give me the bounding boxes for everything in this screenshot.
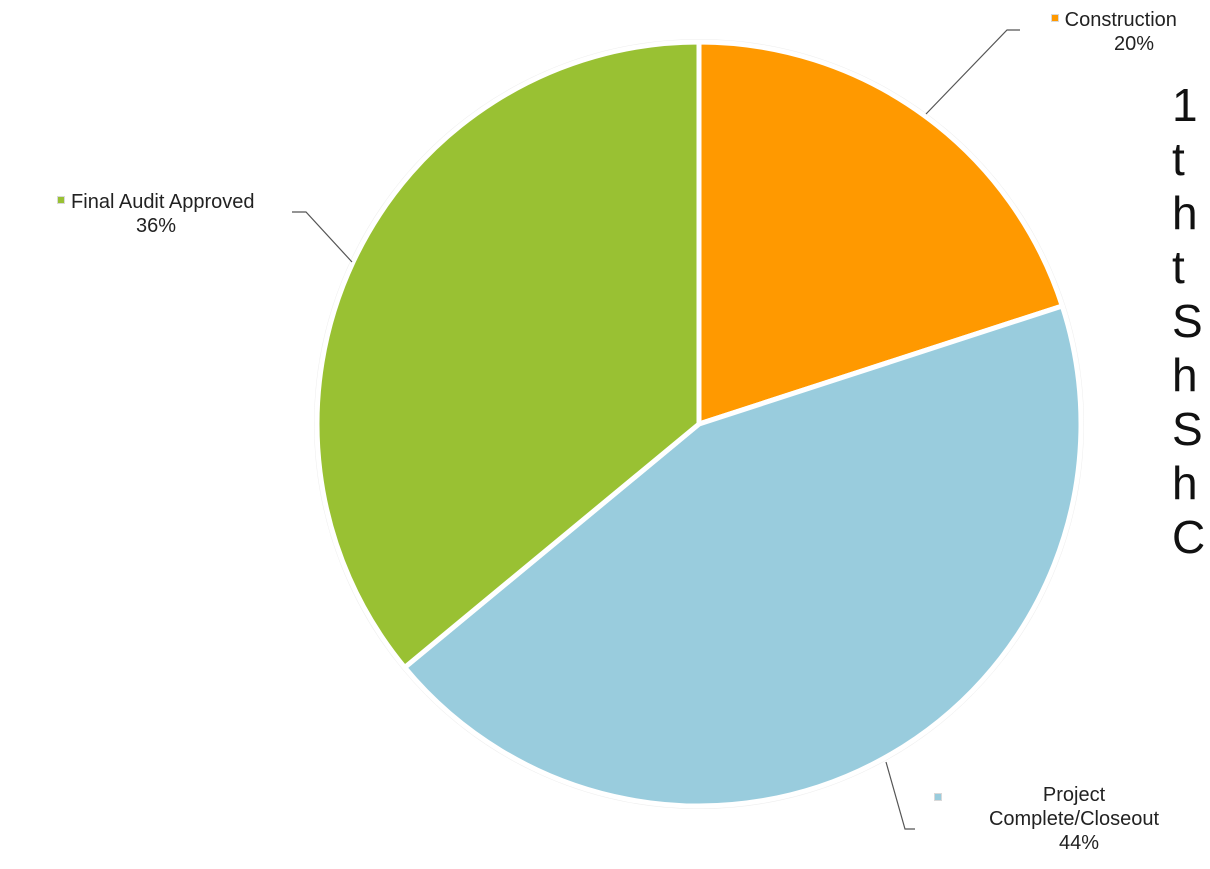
legend-marker-project-complete bbox=[934, 793, 942, 801]
side-text-line: S bbox=[1172, 295, 1203, 347]
leader-line-final-audit-approved bbox=[885, 761, 915, 830]
slice-name-construction: Construction bbox=[1064, 9, 1177, 31]
leader-line-project-complete-closeout bbox=[292, 211, 353, 263]
pie-slice-project-complete-closeout bbox=[402, 303, 1084, 809]
slice-name-final-audit: Final Audit Approved bbox=[71, 191, 255, 213]
slice-percent-project-complete: 44% bbox=[1058, 832, 1100, 854]
side-text-line: h bbox=[1172, 457, 1198, 509]
slice-percent-construction: 20% bbox=[1113, 33, 1155, 55]
slice-label-construction: Construction 20% bbox=[1024, 8, 1204, 56]
slice-name-project-complete: Project Complete/Closeout bbox=[988, 784, 1160, 830]
pie-slice-construction bbox=[696, 39, 1065, 427]
pie-slices bbox=[314, 39, 1084, 809]
leader-lines bbox=[292, 29, 1020, 830]
side-text-line: t bbox=[1172, 133, 1185, 185]
side-text-line: 1 bbox=[1172, 79, 1198, 131]
legend-marker-construction bbox=[1051, 13, 1060, 22]
side-text-line: t bbox=[1172, 241, 1185, 293]
slice-label-final-audit: Final Audit Approved 36% bbox=[16, 190, 296, 238]
side-text-line: h bbox=[1172, 187, 1198, 239]
legend-marker-final-audit bbox=[57, 195, 66, 204]
slice-label-project-complete: Project Complete/Closeout 44% bbox=[924, 783, 1194, 855]
slice-percent-final-audit: 36% bbox=[135, 215, 177, 237]
leader-line-construction bbox=[925, 29, 1020, 115]
pie-slice-final-audit-approved bbox=[314, 39, 702, 670]
side-text-line: h bbox=[1172, 349, 1198, 401]
side-text-line: C bbox=[1172, 511, 1206, 563]
side-text-fragment: 1 t h t S h S h C bbox=[1172, 78, 1210, 564]
side-text-line: S bbox=[1172, 403, 1203, 455]
